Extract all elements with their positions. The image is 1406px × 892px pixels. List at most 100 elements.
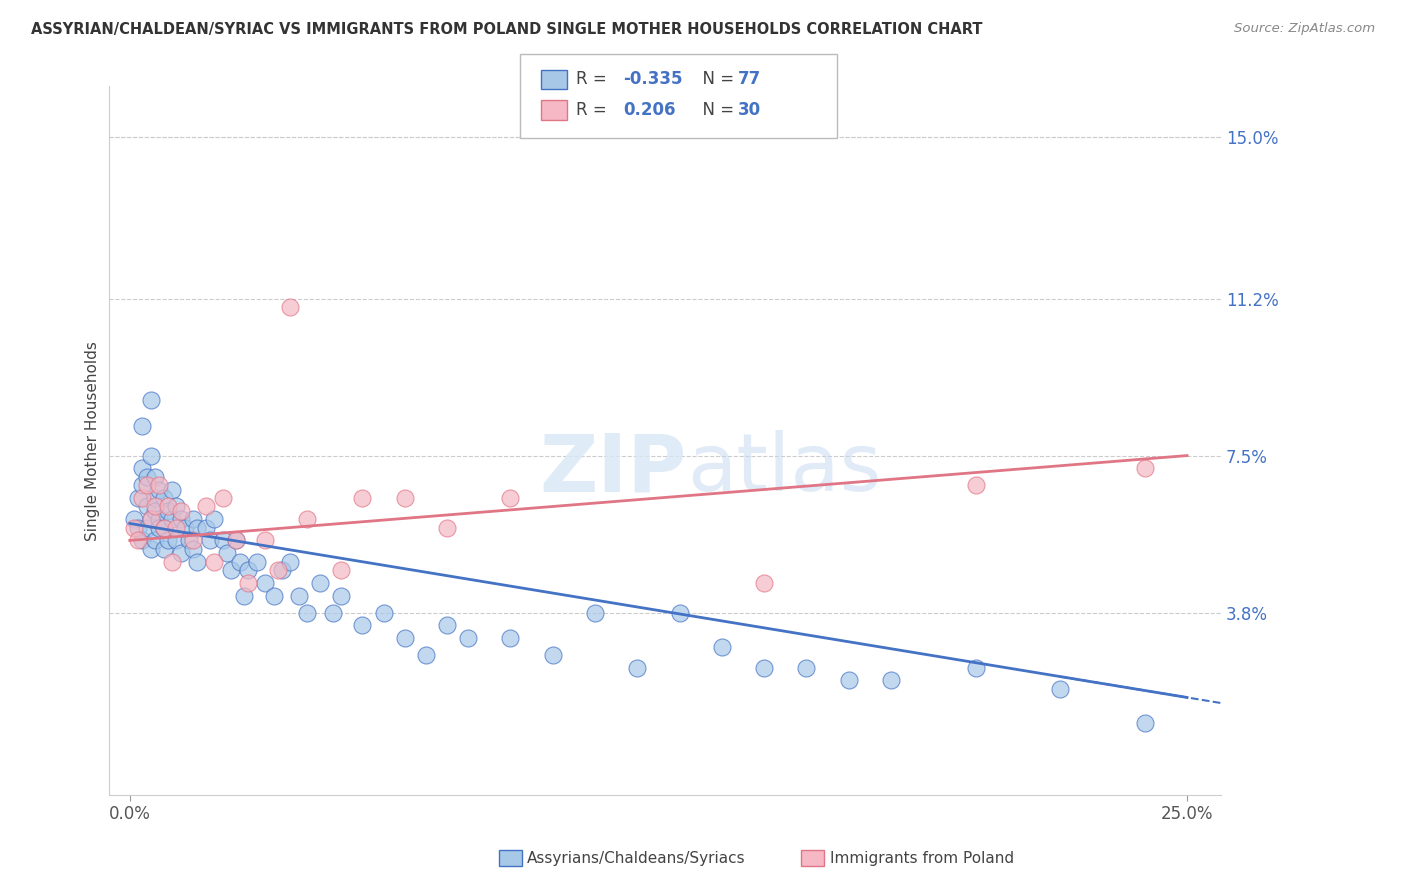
Point xyxy=(131,461,153,475)
Point xyxy=(297,606,319,620)
Point xyxy=(880,673,903,688)
Point xyxy=(263,589,285,603)
Point xyxy=(160,512,183,526)
Point xyxy=(225,533,247,548)
Text: ASSYRIAN/CHALDEAN/SYRIAC VS IMMIGRANTS FROM POLAND SINGLE MOTHER HOUSEHOLDS CORR: ASSYRIAN/CHALDEAN/SYRIAC VS IMMIGRANTS F… xyxy=(31,22,983,37)
Point xyxy=(415,648,437,662)
Text: Assyrians/Chaldeans/Syriacs: Assyrians/Chaldeans/Syriacs xyxy=(527,851,745,865)
Point xyxy=(156,504,179,518)
Point xyxy=(211,533,233,548)
Point xyxy=(143,500,166,514)
Point xyxy=(165,521,187,535)
Point xyxy=(135,500,157,514)
Point xyxy=(229,555,252,569)
Point xyxy=(280,555,302,569)
Point xyxy=(215,546,238,560)
Point xyxy=(238,575,260,590)
Point xyxy=(186,521,208,535)
Point xyxy=(152,521,174,535)
Point xyxy=(148,521,170,535)
Point xyxy=(219,563,242,577)
Point xyxy=(436,618,458,632)
Point xyxy=(122,521,145,535)
Point xyxy=(499,631,522,645)
Point xyxy=(668,606,690,620)
Point xyxy=(148,483,170,497)
Point xyxy=(752,575,775,590)
Point xyxy=(131,491,153,505)
Text: 30: 30 xyxy=(738,101,761,119)
Point xyxy=(330,563,353,577)
Point xyxy=(965,661,987,675)
Point xyxy=(165,533,187,548)
Point xyxy=(626,661,648,675)
Point xyxy=(1049,681,1071,696)
Point xyxy=(181,533,204,548)
Point xyxy=(267,563,290,577)
Point xyxy=(135,521,157,535)
Point xyxy=(330,589,353,603)
Y-axis label: Single Mother Households: Single Mother Households xyxy=(86,341,100,541)
Point xyxy=(254,575,277,590)
Text: Source: ZipAtlas.com: Source: ZipAtlas.com xyxy=(1234,22,1375,36)
Point xyxy=(152,491,174,505)
Text: 77: 77 xyxy=(738,70,762,88)
Point xyxy=(352,491,374,505)
Point xyxy=(796,661,818,675)
Point xyxy=(202,512,225,526)
Point xyxy=(965,478,987,492)
Point xyxy=(838,673,860,688)
Point xyxy=(271,563,294,577)
Point xyxy=(211,491,233,505)
Text: N =: N = xyxy=(692,70,740,88)
Point xyxy=(148,478,170,492)
Point xyxy=(143,504,166,518)
Point xyxy=(194,521,217,535)
Point xyxy=(135,478,157,492)
Point xyxy=(143,470,166,484)
Point xyxy=(225,533,247,548)
Point xyxy=(148,512,170,526)
Point xyxy=(202,555,225,569)
Point xyxy=(135,470,157,484)
Point xyxy=(1133,461,1156,475)
Point xyxy=(160,555,183,569)
Point xyxy=(156,533,179,548)
Point xyxy=(246,555,269,569)
Point xyxy=(254,533,277,548)
Point xyxy=(169,512,191,526)
Point xyxy=(1133,715,1156,730)
Point xyxy=(238,563,260,577)
Point xyxy=(436,521,458,535)
Point xyxy=(186,555,208,569)
Point xyxy=(352,618,374,632)
Point xyxy=(194,500,217,514)
Point xyxy=(309,575,332,590)
Text: ZIP: ZIP xyxy=(540,430,688,508)
Point xyxy=(152,521,174,535)
Point xyxy=(169,504,191,518)
Point xyxy=(233,589,256,603)
Point xyxy=(139,541,162,556)
Point xyxy=(131,418,153,433)
Point xyxy=(177,533,200,548)
Point xyxy=(127,491,149,505)
Point xyxy=(394,631,416,645)
Point xyxy=(297,512,319,526)
Point xyxy=(322,606,344,620)
Text: R =: R = xyxy=(576,101,613,119)
Point xyxy=(373,606,395,620)
Point xyxy=(139,393,162,408)
Point xyxy=(288,589,311,603)
Text: Immigrants from Poland: Immigrants from Poland xyxy=(830,851,1014,865)
Text: atlas: atlas xyxy=(688,430,882,508)
Point xyxy=(139,512,162,526)
Point xyxy=(131,478,153,492)
Point xyxy=(710,640,733,654)
Point xyxy=(139,449,162,463)
Point xyxy=(173,521,195,535)
Point xyxy=(143,491,166,505)
Point xyxy=(122,512,145,526)
Point xyxy=(181,512,204,526)
Point xyxy=(139,512,162,526)
